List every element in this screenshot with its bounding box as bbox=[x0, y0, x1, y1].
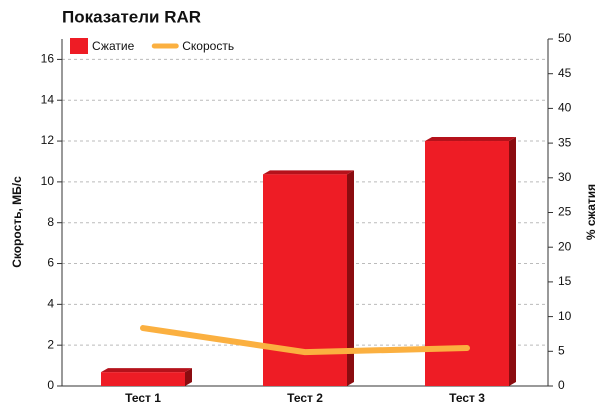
bar-top bbox=[263, 170, 354, 175]
bar-top bbox=[425, 137, 516, 142]
chart-title: Показатели RAR bbox=[62, 7, 201, 26]
y-tick-label: 12 bbox=[41, 133, 55, 147]
y2-tick-label: 5 bbox=[558, 343, 565, 357]
y2-axis-label: % сжатия bbox=[584, 184, 598, 240]
y-axis-label: Скорость, МБ/с bbox=[10, 176, 24, 268]
y2-tick-label: 30 bbox=[558, 170, 572, 184]
bar bbox=[101, 372, 185, 386]
x-tick-label: Тест 1 bbox=[125, 391, 161, 405]
y2-tick-label: 15 bbox=[558, 274, 572, 288]
y2-tick-label: 0 bbox=[558, 378, 565, 392]
y2-tick-label: 25 bbox=[558, 205, 572, 219]
bar-side bbox=[347, 170, 354, 386]
y2-tick-label: 45 bbox=[558, 66, 572, 80]
y-tick-label: 2 bbox=[47, 337, 54, 351]
y-tick-label: 10 bbox=[41, 174, 55, 188]
legend-swatch bbox=[70, 38, 88, 54]
legend-label: Сжатие bbox=[92, 39, 135, 53]
y2-tick-label: 40 bbox=[558, 101, 572, 115]
y2-tick-label: 20 bbox=[558, 239, 572, 253]
y-tick-label: 4 bbox=[47, 297, 54, 311]
y2-tick-label: 50 bbox=[558, 31, 572, 45]
y2-tick-label: 10 bbox=[558, 309, 572, 323]
x-tick-label: Тест 3 bbox=[449, 391, 485, 405]
bar-top bbox=[101, 368, 192, 373]
y-tick-label: 6 bbox=[47, 256, 54, 270]
line bbox=[140, 325, 470, 356]
x-tick-label: Тест 2 bbox=[287, 391, 323, 405]
y-tick-label: 8 bbox=[47, 215, 54, 229]
legend-label: Скорость bbox=[182, 39, 234, 53]
y-tick-label: 14 bbox=[41, 92, 55, 106]
y2-tick-label: 35 bbox=[558, 135, 572, 149]
bar-side bbox=[185, 368, 192, 386]
y-tick-label: 0 bbox=[47, 378, 54, 392]
bar-side bbox=[509, 137, 516, 386]
y-tick-label: 16 bbox=[41, 52, 55, 66]
